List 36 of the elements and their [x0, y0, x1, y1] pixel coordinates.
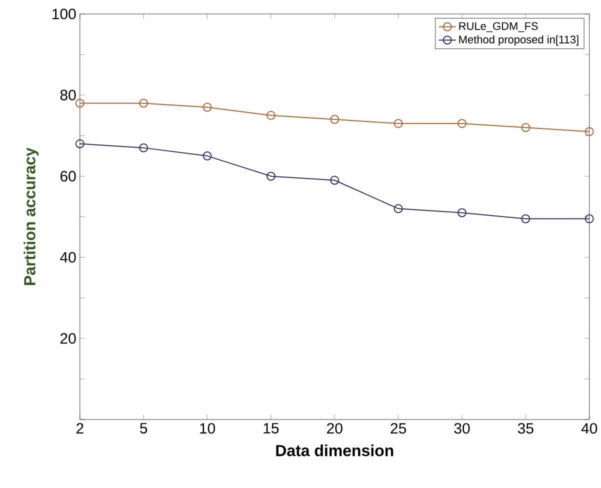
x-tick-label: 35 [518, 422, 534, 434]
y-tick-label: 100 [52, 8, 76, 20]
point [139, 98, 148, 108]
legend-label: Method proposed in[113] [459, 35, 578, 46]
y-tick-label: 20 [60, 332, 76, 344]
point [330, 114, 340, 124]
point [139, 143, 148, 152]
point [458, 208, 466, 217]
point [521, 214, 530, 224]
x-tick-label: 40 [581, 422, 598, 434]
point [75, 98, 84, 108]
y-tick-label: 40 [60, 252, 76, 262]
x-tick-label: 5 [140, 422, 148, 434]
point [330, 176, 340, 185]
x-tick-label: 20 [327, 422, 342, 434]
x-tick-label: 30 [454, 422, 470, 434]
point [584, 214, 594, 224]
y-tick-label: 60 [60, 170, 76, 182]
point [266, 171, 276, 180]
y-axis-title: Partition accuracy [24, 147, 39, 285]
point [458, 118, 466, 128]
x-tick-label: 15 [264, 422, 279, 434]
y-tick-label: 80 [60, 90, 76, 100]
x-tick-label: 25 [390, 422, 406, 434]
point [75, 139, 84, 148]
point [266, 110, 276, 120]
point [394, 118, 403, 128]
point [202, 151, 212, 160]
point [584, 126, 594, 136]
x-tick-label: 2 [76, 422, 84, 434]
x-axis-title: Data dimension [276, 444, 394, 456]
point [394, 204, 403, 213]
legend-label: RULe_GDM_FS [459, 22, 538, 32]
x-tick-label: 10 [200, 422, 216, 434]
point [521, 122, 530, 132]
point [202, 102, 212, 112]
